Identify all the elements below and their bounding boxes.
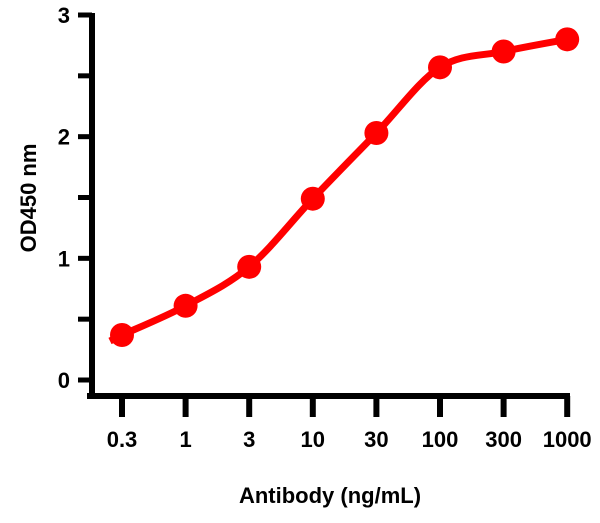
data-point (300, 186, 325, 211)
x-tick-label: 10 (301, 427, 325, 452)
data-point (555, 27, 580, 52)
x-tick-label: 100 (422, 427, 459, 452)
data-point (428, 55, 452, 80)
data-point (364, 121, 389, 146)
fit-curve (108, 35, 568, 345)
data-point (173, 293, 198, 318)
x-tick-label: 300 (485, 427, 522, 452)
x-tick-label: 0.3 (107, 427, 138, 452)
data-point (110, 322, 134, 347)
y-tick-label: 3 (58, 3, 70, 28)
y-tick-label: 0 (58, 368, 70, 393)
x-tick-label: 30 (364, 427, 388, 452)
y-tick-label: 1 (58, 246, 70, 271)
x-tick-label: 1000 (543, 427, 592, 452)
x-tick-label: 1 (179, 427, 191, 452)
data-point (237, 254, 262, 279)
y-axis-label: OD450 nm (16, 144, 41, 253)
x-tick-label: 3 (243, 427, 255, 452)
y-tick-label: 2 (58, 125, 70, 150)
x-axis-label: Antibody (ng/mL) (239, 483, 421, 508)
data-point (491, 39, 516, 64)
